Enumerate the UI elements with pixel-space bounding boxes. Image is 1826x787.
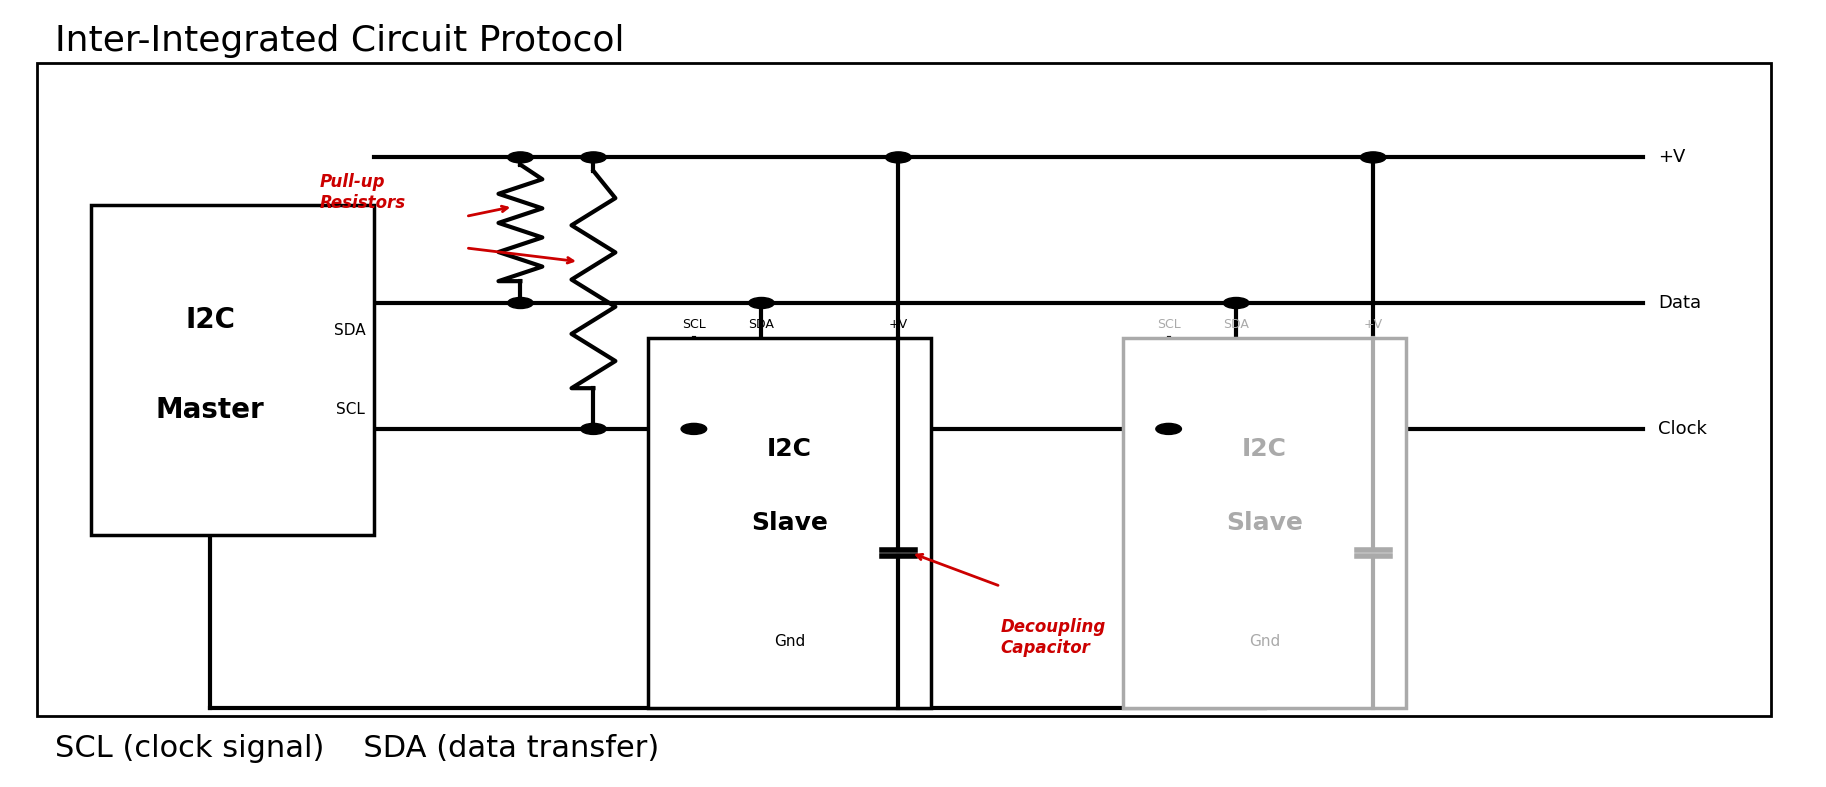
- Circle shape: [508, 297, 533, 309]
- Text: +V: +V: [889, 317, 908, 331]
- Circle shape: [1223, 297, 1249, 309]
- Text: Pull-up
Resistors: Pull-up Resistors: [320, 173, 405, 212]
- Text: Slave: Slave: [1225, 512, 1304, 535]
- Text: Data: Data: [1658, 294, 1702, 312]
- Text: Inter-Integrated Circuit Protocol: Inter-Integrated Circuit Protocol: [55, 24, 624, 57]
- FancyBboxPatch shape: [37, 63, 1771, 716]
- Text: SCL (clock signal)    SDA (data transfer): SCL (clock signal) SDA (data transfer): [55, 734, 659, 763]
- Text: +V: +V: [1364, 317, 1382, 331]
- Circle shape: [581, 152, 606, 163]
- Text: Gnd: Gnd: [774, 634, 805, 649]
- Text: Slave: Slave: [750, 512, 829, 535]
- Text: SCL: SCL: [1156, 317, 1181, 331]
- Text: I2C: I2C: [184, 306, 236, 334]
- Circle shape: [681, 423, 707, 434]
- Circle shape: [581, 423, 606, 434]
- Text: SCL: SCL: [336, 402, 365, 417]
- Circle shape: [508, 152, 533, 163]
- Text: SCL: SCL: [681, 317, 707, 331]
- Text: SDA: SDA: [749, 317, 774, 331]
- Text: Clock: Clock: [1658, 420, 1707, 438]
- Text: Decoupling
Capacitor: Decoupling Capacitor: [1001, 618, 1107, 656]
- Text: I2C: I2C: [767, 438, 813, 461]
- Text: I2C: I2C: [1242, 438, 1287, 461]
- Circle shape: [749, 297, 774, 309]
- Text: SDA: SDA: [334, 323, 365, 338]
- FancyBboxPatch shape: [91, 205, 374, 535]
- Text: Master: Master: [155, 396, 265, 423]
- Circle shape: [886, 152, 911, 163]
- FancyBboxPatch shape: [1123, 338, 1406, 708]
- Circle shape: [1156, 423, 1181, 434]
- Text: SDA: SDA: [1223, 317, 1249, 331]
- Text: Gnd: Gnd: [1249, 634, 1280, 649]
- Text: +V: +V: [1658, 149, 1685, 166]
- Circle shape: [1360, 152, 1386, 163]
- FancyBboxPatch shape: [648, 338, 931, 708]
